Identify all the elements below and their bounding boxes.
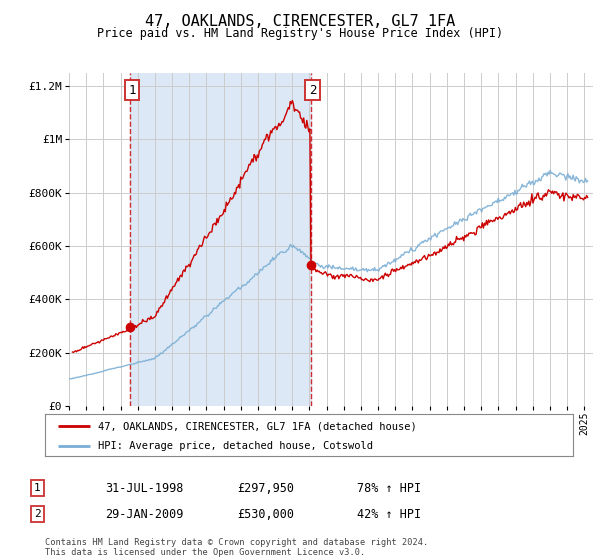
Text: HPI: Average price, detached house, Cotswold: HPI: Average price, detached house, Cots…: [98, 441, 373, 451]
Text: Price paid vs. HM Land Registry's House Price Index (HPI): Price paid vs. HM Land Registry's House …: [97, 27, 503, 40]
Text: £530,000: £530,000: [237, 507, 294, 521]
Text: Contains HM Land Registry data © Crown copyright and database right 2024.
This d: Contains HM Land Registry data © Crown c…: [45, 538, 428, 557]
Text: 1: 1: [128, 83, 136, 97]
Text: 42% ↑ HPI: 42% ↑ HPI: [357, 507, 421, 521]
Text: 29-JAN-2009: 29-JAN-2009: [105, 507, 184, 521]
Text: 2: 2: [309, 83, 316, 97]
Text: 47, OAKLANDS, CIRENCESTER, GL7 1FA (detached house): 47, OAKLANDS, CIRENCESTER, GL7 1FA (deta…: [98, 421, 416, 431]
Text: 2: 2: [34, 509, 41, 519]
Text: 1: 1: [34, 483, 41, 493]
Bar: [130, 73, 311, 406]
Text: 47, OAKLANDS, CIRENCESTER, GL7 1FA: 47, OAKLANDS, CIRENCESTER, GL7 1FA: [145, 14, 455, 29]
Text: 31-JUL-1998: 31-JUL-1998: [105, 482, 184, 495]
Text: 78% ↑ HPI: 78% ↑ HPI: [357, 482, 421, 495]
Text: £297,950: £297,950: [237, 482, 294, 495]
